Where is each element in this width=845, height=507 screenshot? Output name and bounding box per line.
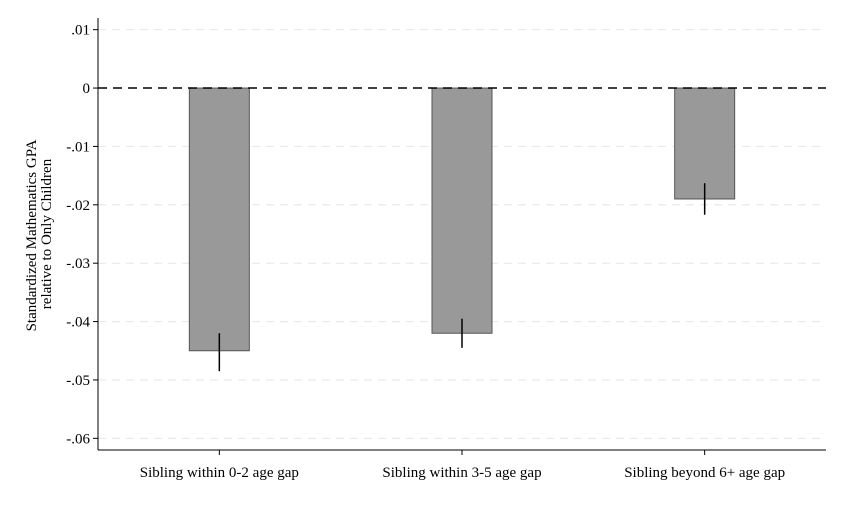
- x-tick-label: Sibling beyond 6+ age gap: [624, 465, 785, 481]
- y-tick-label: -.01: [66, 139, 90, 155]
- y-axis-ticks: .01 0 -.01 -.02 -.03 -.04 -.05 -.06: [66, 23, 98, 447]
- bars: [188, 87, 736, 352]
- y-axis-title-line-2: relative to Only Children: [39, 158, 55, 309]
- bar: [188, 87, 250, 352]
- bar: [431, 87, 493, 334]
- y-tick-label: -.03: [66, 256, 90, 272]
- x-tick-label: Sibling within 0-2 age gap: [140, 465, 299, 481]
- y-tick-label: 0: [83, 81, 91, 97]
- y-tick-label: -.04: [66, 315, 90, 331]
- y-axis-title-line-1: Standardized Mathematics GPA: [24, 139, 40, 331]
- y-tick-label: -.02: [66, 198, 90, 214]
- y-tick-label: -.05: [66, 373, 90, 389]
- x-tick-label: Sibling within 3-5 age gap: [382, 465, 541, 481]
- bar: [674, 87, 736, 200]
- y-tick-label: .01: [71, 23, 90, 39]
- error-bars: [218, 183, 706, 372]
- y-tick-label: -.06: [66, 431, 90, 447]
- y-axis-title: Standardized Mathematics GPA relative to…: [24, 137, 55, 332]
- x-axis-ticks: Sibling within 0-2 age gap Sibling within…: [140, 450, 785, 481]
